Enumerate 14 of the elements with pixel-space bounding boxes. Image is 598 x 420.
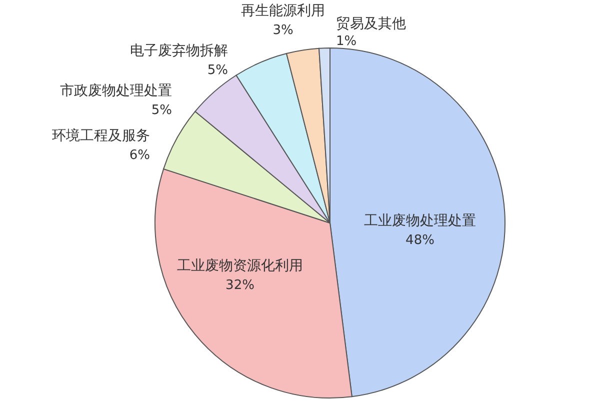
data-label: 1%	[336, 34, 357, 49]
data-label: 5%	[207, 63, 228, 78]
slice-label: 环境工程及服务	[52, 128, 150, 144]
slice-label: 市政废物处理处置	[60, 83, 172, 99]
data-label: 32%	[226, 278, 254, 293]
data-label: 5%	[151, 103, 172, 118]
slice-label: 工业废物资源化利用	[177, 258, 303, 274]
slice-label: 工业废物处理处置	[364, 213, 476, 229]
slice-label: 电子废弃物拆解	[130, 43, 228, 59]
data-label: 48%	[406, 233, 434, 248]
data-label: 3%	[272, 23, 294, 38]
slice-label: 再生能源利用	[241, 3, 325, 19]
slice-label: 贸易及其他	[336, 16, 406, 32]
data-label: 6%	[129, 148, 150, 163]
